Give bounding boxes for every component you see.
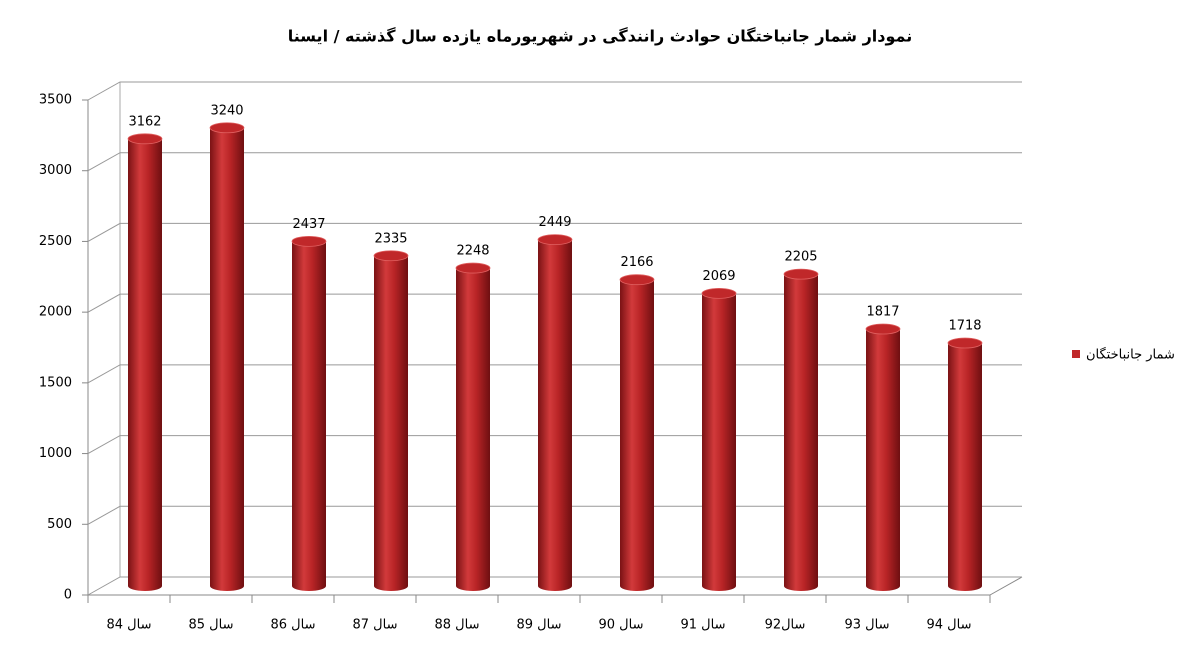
data-label: 2437 xyxy=(292,217,325,232)
bar-top xyxy=(291,235,327,247)
y-tick-label: 1500 xyxy=(39,375,72,390)
x-tick-label: سال 89 xyxy=(517,618,562,633)
bar-top xyxy=(701,287,737,299)
chart-title: نمودار شمار جانباختگان حوادث رانندگی در … xyxy=(288,27,913,46)
bar xyxy=(128,138,162,591)
legend-label: شمار جانباختگان xyxy=(1086,347,1175,363)
data-label: 2069 xyxy=(702,269,735,284)
x-tick-label: سال 88 xyxy=(435,618,480,633)
y-tick-label: 3000 xyxy=(39,163,72,178)
x-tick-label: سال 93 xyxy=(845,618,890,633)
bar xyxy=(620,279,654,591)
bar-top xyxy=(373,250,409,262)
y-tick-label: 500 xyxy=(47,517,72,532)
bar xyxy=(292,241,326,592)
bar xyxy=(702,293,736,591)
x-tick-label: سال 87 xyxy=(353,618,398,633)
x-tick-label: سال92 xyxy=(765,618,806,633)
data-label: 1718 xyxy=(948,319,981,334)
data-label: 2166 xyxy=(620,255,653,270)
data-label: 1817 xyxy=(866,305,899,320)
bar-top xyxy=(619,274,655,286)
data-label: 3162 xyxy=(128,114,161,129)
bar-top xyxy=(209,122,245,134)
y-tick-label: 1000 xyxy=(39,446,72,461)
data-label: 2248 xyxy=(456,244,489,259)
legend-swatch xyxy=(1072,350,1080,358)
y-tick-label: 0 xyxy=(64,588,72,603)
bar xyxy=(374,255,408,591)
bar-top xyxy=(783,268,819,280)
x-tick-label: سال 86 xyxy=(271,618,316,633)
x-tick-label: سال 85 xyxy=(189,618,234,633)
y-tick-label: 3500 xyxy=(39,93,72,108)
bar-top xyxy=(947,337,983,349)
x-tick-label: سال 91 xyxy=(681,618,726,633)
y-tick-label: 2000 xyxy=(39,305,72,320)
bar xyxy=(784,274,818,591)
bar-top xyxy=(455,262,491,274)
bar-top xyxy=(865,323,901,335)
data-label: 2335 xyxy=(374,231,407,246)
grid-line xyxy=(87,222,1022,242)
x-tick-label: سال 84 xyxy=(107,618,152,633)
floor-right xyxy=(989,576,1023,596)
bar xyxy=(210,127,244,592)
bar-top xyxy=(537,234,573,246)
bar xyxy=(866,329,900,591)
data-label: 3240 xyxy=(210,103,243,118)
grid-line xyxy=(87,152,1022,172)
bar xyxy=(948,343,982,591)
bar-top xyxy=(127,133,163,145)
x-tick-label: سال 94 xyxy=(927,618,972,633)
data-label: 2205 xyxy=(784,250,817,265)
bar xyxy=(538,239,572,592)
y-tick-label: 2500 xyxy=(39,234,72,249)
data-label: 2449 xyxy=(538,215,571,230)
grid-line xyxy=(87,81,1022,101)
bar xyxy=(456,268,490,591)
x-tick-label: سال 90 xyxy=(599,618,644,633)
